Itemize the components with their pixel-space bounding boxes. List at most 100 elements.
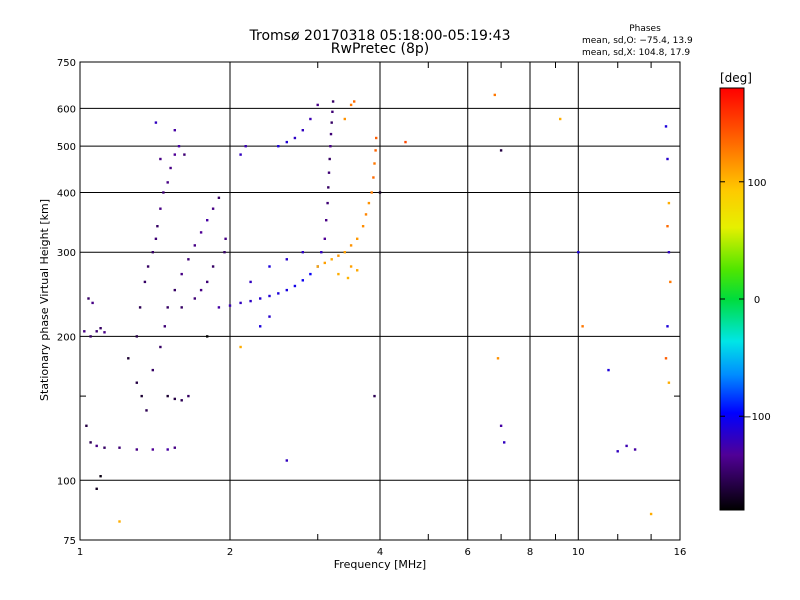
echo-point: [309, 117, 312, 121]
echo-point: [193, 244, 196, 247]
echo-point: [145, 409, 148, 412]
echo-point: [666, 157, 669, 161]
colorbar-tick-label: 0: [754, 295, 760, 306]
echo-point: [664, 125, 668, 128]
echo-point: [356, 269, 359, 272]
echo-point: [323, 237, 326, 240]
echo-point: [496, 357, 500, 360]
echo-point: [159, 157, 162, 161]
echo-point: [173, 397, 176, 401]
echo-point: [91, 301, 94, 305]
echo-point: [199, 288, 203, 292]
colorbar-tick-label: 100: [747, 178, 766, 189]
echo-point: [95, 487, 98, 490]
echo-point: [206, 335, 209, 338]
echo-point: [268, 265, 271, 268]
echo-point: [667, 251, 671, 254]
echo-point: [669, 280, 672, 284]
echo-point: [353, 100, 356, 103]
echo-point: [173, 446, 176, 449]
y-tick-label: 300: [57, 248, 76, 259]
echo-point: [330, 258, 333, 261]
echo-point: [316, 265, 319, 268]
echo-point: [140, 394, 143, 398]
echo-point: [343, 251, 346, 254]
echo-point: [151, 368, 154, 372]
echo-point: [159, 345, 162, 349]
echo-point: [277, 292, 280, 295]
echo-point: [493, 93, 496, 97]
y-tick-label: 500: [57, 142, 76, 153]
echo-point: [223, 251, 226, 254]
y-tick-label: 200: [57, 332, 76, 343]
echo-point: [199, 231, 203, 234]
x-tick-label: 8: [527, 547, 533, 558]
echo-point: [667, 201, 671, 205]
phase-info-x-line: mean, sd,X: 104.8, 17.9: [582, 48, 690, 58]
echo-point: [135, 381, 138, 384]
echo-point: [325, 219, 328, 222]
echo-point: [301, 251, 304, 254]
y-axis-label: Stationary phase Virtual Height [km]: [38, 199, 51, 401]
echo-point: [173, 153, 176, 156]
echo-point: [268, 294, 271, 298]
echo-point: [374, 149, 377, 152]
echo-point: [177, 145, 181, 148]
echo-point: [301, 279, 304, 282]
echo-point: [244, 145, 247, 148]
data-points: [83, 93, 672, 523]
echo-point: [224, 237, 227, 240]
x-tick-label: 2: [227, 547, 233, 558]
echo-point: [301, 129, 304, 132]
echo-point: [89, 441, 92, 444]
echo-point: [364, 213, 368, 216]
echo-point: [337, 272, 340, 276]
colorbar-tick-label: −100: [743, 412, 770, 423]
echo-point: [166, 394, 169, 398]
colorbar-label: [deg]: [720, 71, 752, 85]
echo-point: [162, 191, 165, 194]
echo-point: [99, 475, 102, 478]
echo-point: [329, 132, 333, 136]
x-tick-label: 16: [674, 547, 687, 558]
echo-point: [316, 103, 319, 107]
echo-point: [127, 357, 130, 360]
echo-point: [135, 448, 138, 451]
echo-point: [183, 153, 186, 156]
phase-info-o-line: mean, sd,O: −75.4, 13.9: [582, 36, 693, 46]
echo-point: [239, 301, 242, 305]
echo-point: [277, 145, 280, 148]
echo-point: [327, 171, 331, 174]
echo-point: [309, 272, 312, 276]
echo-point: [154, 121, 158, 124]
echo-point: [259, 297, 262, 300]
echo-point: [667, 381, 671, 384]
y-tick-label: 400: [57, 188, 76, 199]
echo-point: [173, 129, 176, 132]
echo-point: [239, 153, 242, 156]
echo-point: [217, 196, 221, 199]
echo-point: [118, 520, 121, 523]
echo-point: [499, 424, 503, 427]
echo-point: [239, 345, 242, 349]
echo-point: [323, 261, 326, 265]
echo-point: [327, 186, 330, 189]
echo-point: [83, 330, 86, 333]
echo-point: [404, 140, 407, 144]
echo-point: [503, 441, 506, 444]
echo-point: [187, 394, 190, 398]
echo-point: [577, 251, 580, 254]
echo-point: [138, 306, 142, 309]
echo-point: [169, 166, 172, 170]
echo-point: [166, 306, 169, 309]
echo-point: [151, 251, 154, 254]
echo-point: [559, 117, 562, 121]
echo-point: [249, 280, 252, 284]
y-tick-label: 750: [57, 58, 76, 69]
echo-point: [285, 288, 288, 292]
echo-point: [163, 325, 166, 328]
echo-point: [293, 136, 297, 140]
y-tick-label: 100: [57, 476, 76, 487]
x-tick-label: 10: [572, 547, 585, 558]
echo-point: [633, 448, 637, 451]
